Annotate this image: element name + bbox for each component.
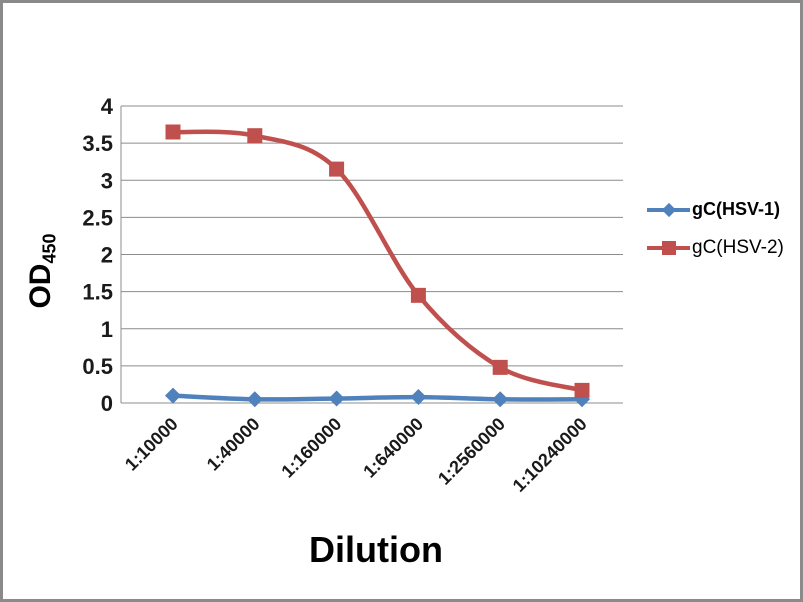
- y-tick-label: 0.5: [82, 354, 113, 379]
- x-tick-label: 1:2560000: [434, 414, 509, 489]
- series-line-gc-hsv-2-: [170, 129, 585, 393]
- y-tick-label: 2.5: [82, 205, 113, 230]
- line-diamond-icon: [647, 201, 690, 219]
- x-tick-label: 1:640000: [359, 414, 427, 482]
- square-marker: [329, 161, 345, 177]
- x-tick-label: 1:40000: [203, 414, 264, 475]
- y-axis-title: OD450: [21, 191, 61, 351]
- square-marker-icon: [661, 241, 676, 255]
- diamond-marker: [165, 387, 181, 404]
- y-axis-title-text: OD: [24, 263, 57, 309]
- y-tick-label: 4: [101, 94, 114, 119]
- legend-label: gC(HSV-2): [692, 237, 784, 258]
- y-tick-label: 2: [101, 243, 113, 268]
- plot-area: 00.511.522.533.541:10000 1:40000 1:160000 1…: [82, 94, 623, 496]
- line-square-icon: [647, 239, 690, 257]
- legend-entry-hsv2: gC(HSV-2): [647, 237, 784, 259]
- diamond-marker: [410, 389, 427, 406]
- diamond-marker: [492, 391, 509, 408]
- y-tick-label: 3.5: [82, 131, 113, 156]
- legend: gC(HSV-1) gC(HSV-2): [647, 199, 784, 259]
- legend-label: gC(HSV-1): [692, 199, 781, 219]
- square-marker: [165, 124, 181, 140]
- diamond-marker: [328, 390, 345, 407]
- y-tick-label: 0: [101, 391, 113, 416]
- y-tick-label: 1: [101, 317, 113, 342]
- y-tick-label: 3: [101, 168, 113, 193]
- y-axis-title-subscript: 450: [39, 233, 60, 264]
- diamond-marker: [246, 391, 263, 408]
- square-marker: [492, 359, 508, 375]
- square-marker: [247, 128, 263, 144]
- square-marker: [574, 382, 590, 398]
- x-tick-label: 1:10240000: [509, 414, 591, 496]
- legend-entry-hsv1: gC(HSV-1): [647, 199, 784, 220]
- diamond-marker-icon: [661, 202, 676, 217]
- series-line-gc-hsv-1-: [170, 393, 585, 402]
- x-tick-label: 1:160000: [277, 414, 345, 482]
- square-marker: [410, 287, 426, 303]
- y-tick-label: 1.5: [82, 280, 113, 305]
- x-axis-title: Dilution: [309, 529, 443, 570]
- x-tick-label: 1:10000: [121, 414, 182, 475]
